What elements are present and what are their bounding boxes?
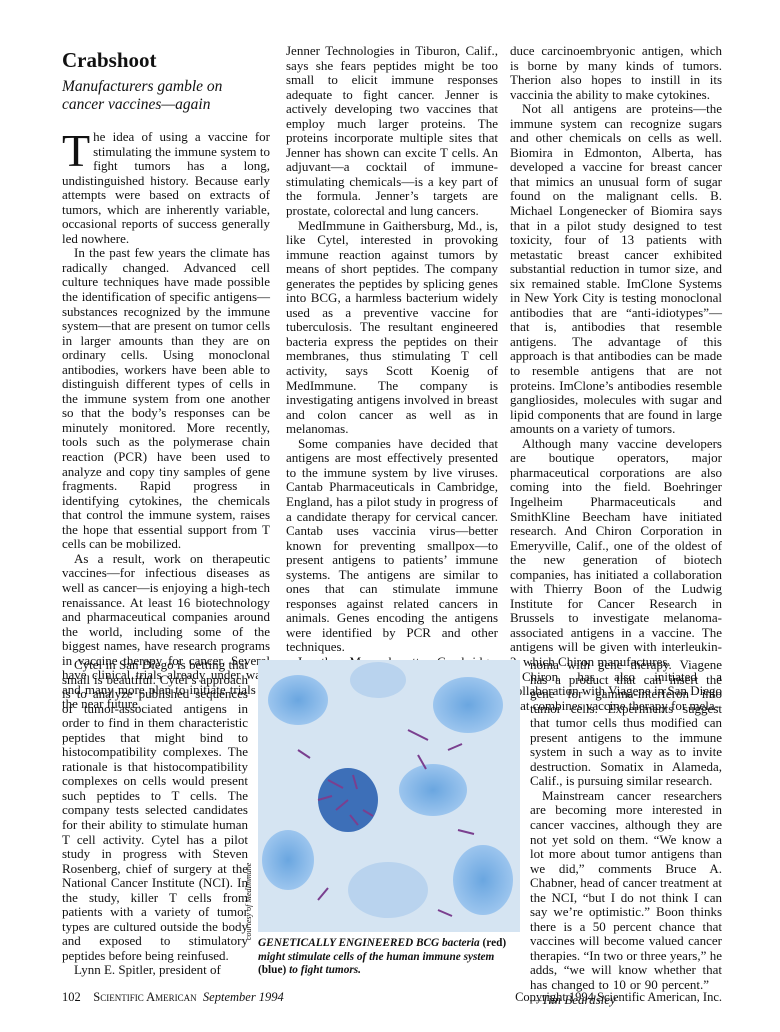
column: The idea of using a vaccine for stimulat… [62, 125, 270, 712]
paragraph: Cytel in San Diego is betting that small… [62, 657, 248, 963]
footer: 102 Scientific American September 1994 [62, 990, 284, 1005]
byline: —Tim Beardsley [530, 991, 616, 1007]
subtitle: Manufacturers gamble on cancer vaccines—… [62, 78, 223, 113]
caption-text: might stimulate cells of the human immun… [258, 950, 495, 963]
paragraph: Although many vaccine developers are bou… [510, 435, 722, 669]
title: Crabshoot [62, 48, 157, 72]
column: Cytel in San Diego is betting that small… [62, 657, 248, 978]
column: noma with gene therapy. Viagene has a pr… [530, 657, 722, 1007]
paragraph: noma with gene therapy. Viagene has a pr… [530, 657, 722, 789]
paragraph: Lynn E. Spitler, president of [74, 962, 221, 978]
paragraph: As a result, work on therapeutic vaccine… [62, 550, 270, 712]
paragraph: Chiron has also initiated a collaboratio… [510, 668, 722, 713]
caption: GENETICALLY ENGINEERED BCG bacteria (red… [258, 937, 524, 978]
paragraph: MedImmune in Gaithersburg, Md., is, like… [286, 217, 498, 437]
issue: September 1994 [202, 990, 284, 1004]
column: Jenner Technologies in Tiburon, Calif., … [286, 43, 498, 713]
paragraph: duce carcinoembryonic antigen, which is … [510, 43, 722, 102]
paragraph: The idea of using a vaccine for stimulat… [62, 125, 270, 246]
paragraph: Some companies have decided that antigen… [286, 435, 498, 655]
column: duce carcinoembryonic antigen, which is … [510, 43, 722, 713]
caption-text: (blue) [258, 964, 287, 976]
paragraph: Mainstream cancer researchers are becomi… [530, 787, 722, 1007]
photo [258, 660, 520, 932]
caption-text: (red) [482, 937, 507, 949]
copyright: Copyright 1994 Scientific American, Inc. [515, 990, 722, 1004]
caption-text: GENETICALLY ENGINEERED BCG bacteria [258, 937, 480, 949]
paragraph: Jenner Technologies in Tiburon, Calif., … [286, 43, 498, 219]
magazine: Scientific American [93, 990, 197, 1004]
page-number: 102 [62, 990, 81, 1004]
paragraph: Not all antigens are proteins—the immune… [510, 101, 722, 437]
paragraph: In the past few years the climate has ra… [62, 245, 270, 552]
photo-credit: courtesy of MedImmune [244, 862, 253, 940]
caption-text: to fight tumors. [289, 964, 361, 976]
